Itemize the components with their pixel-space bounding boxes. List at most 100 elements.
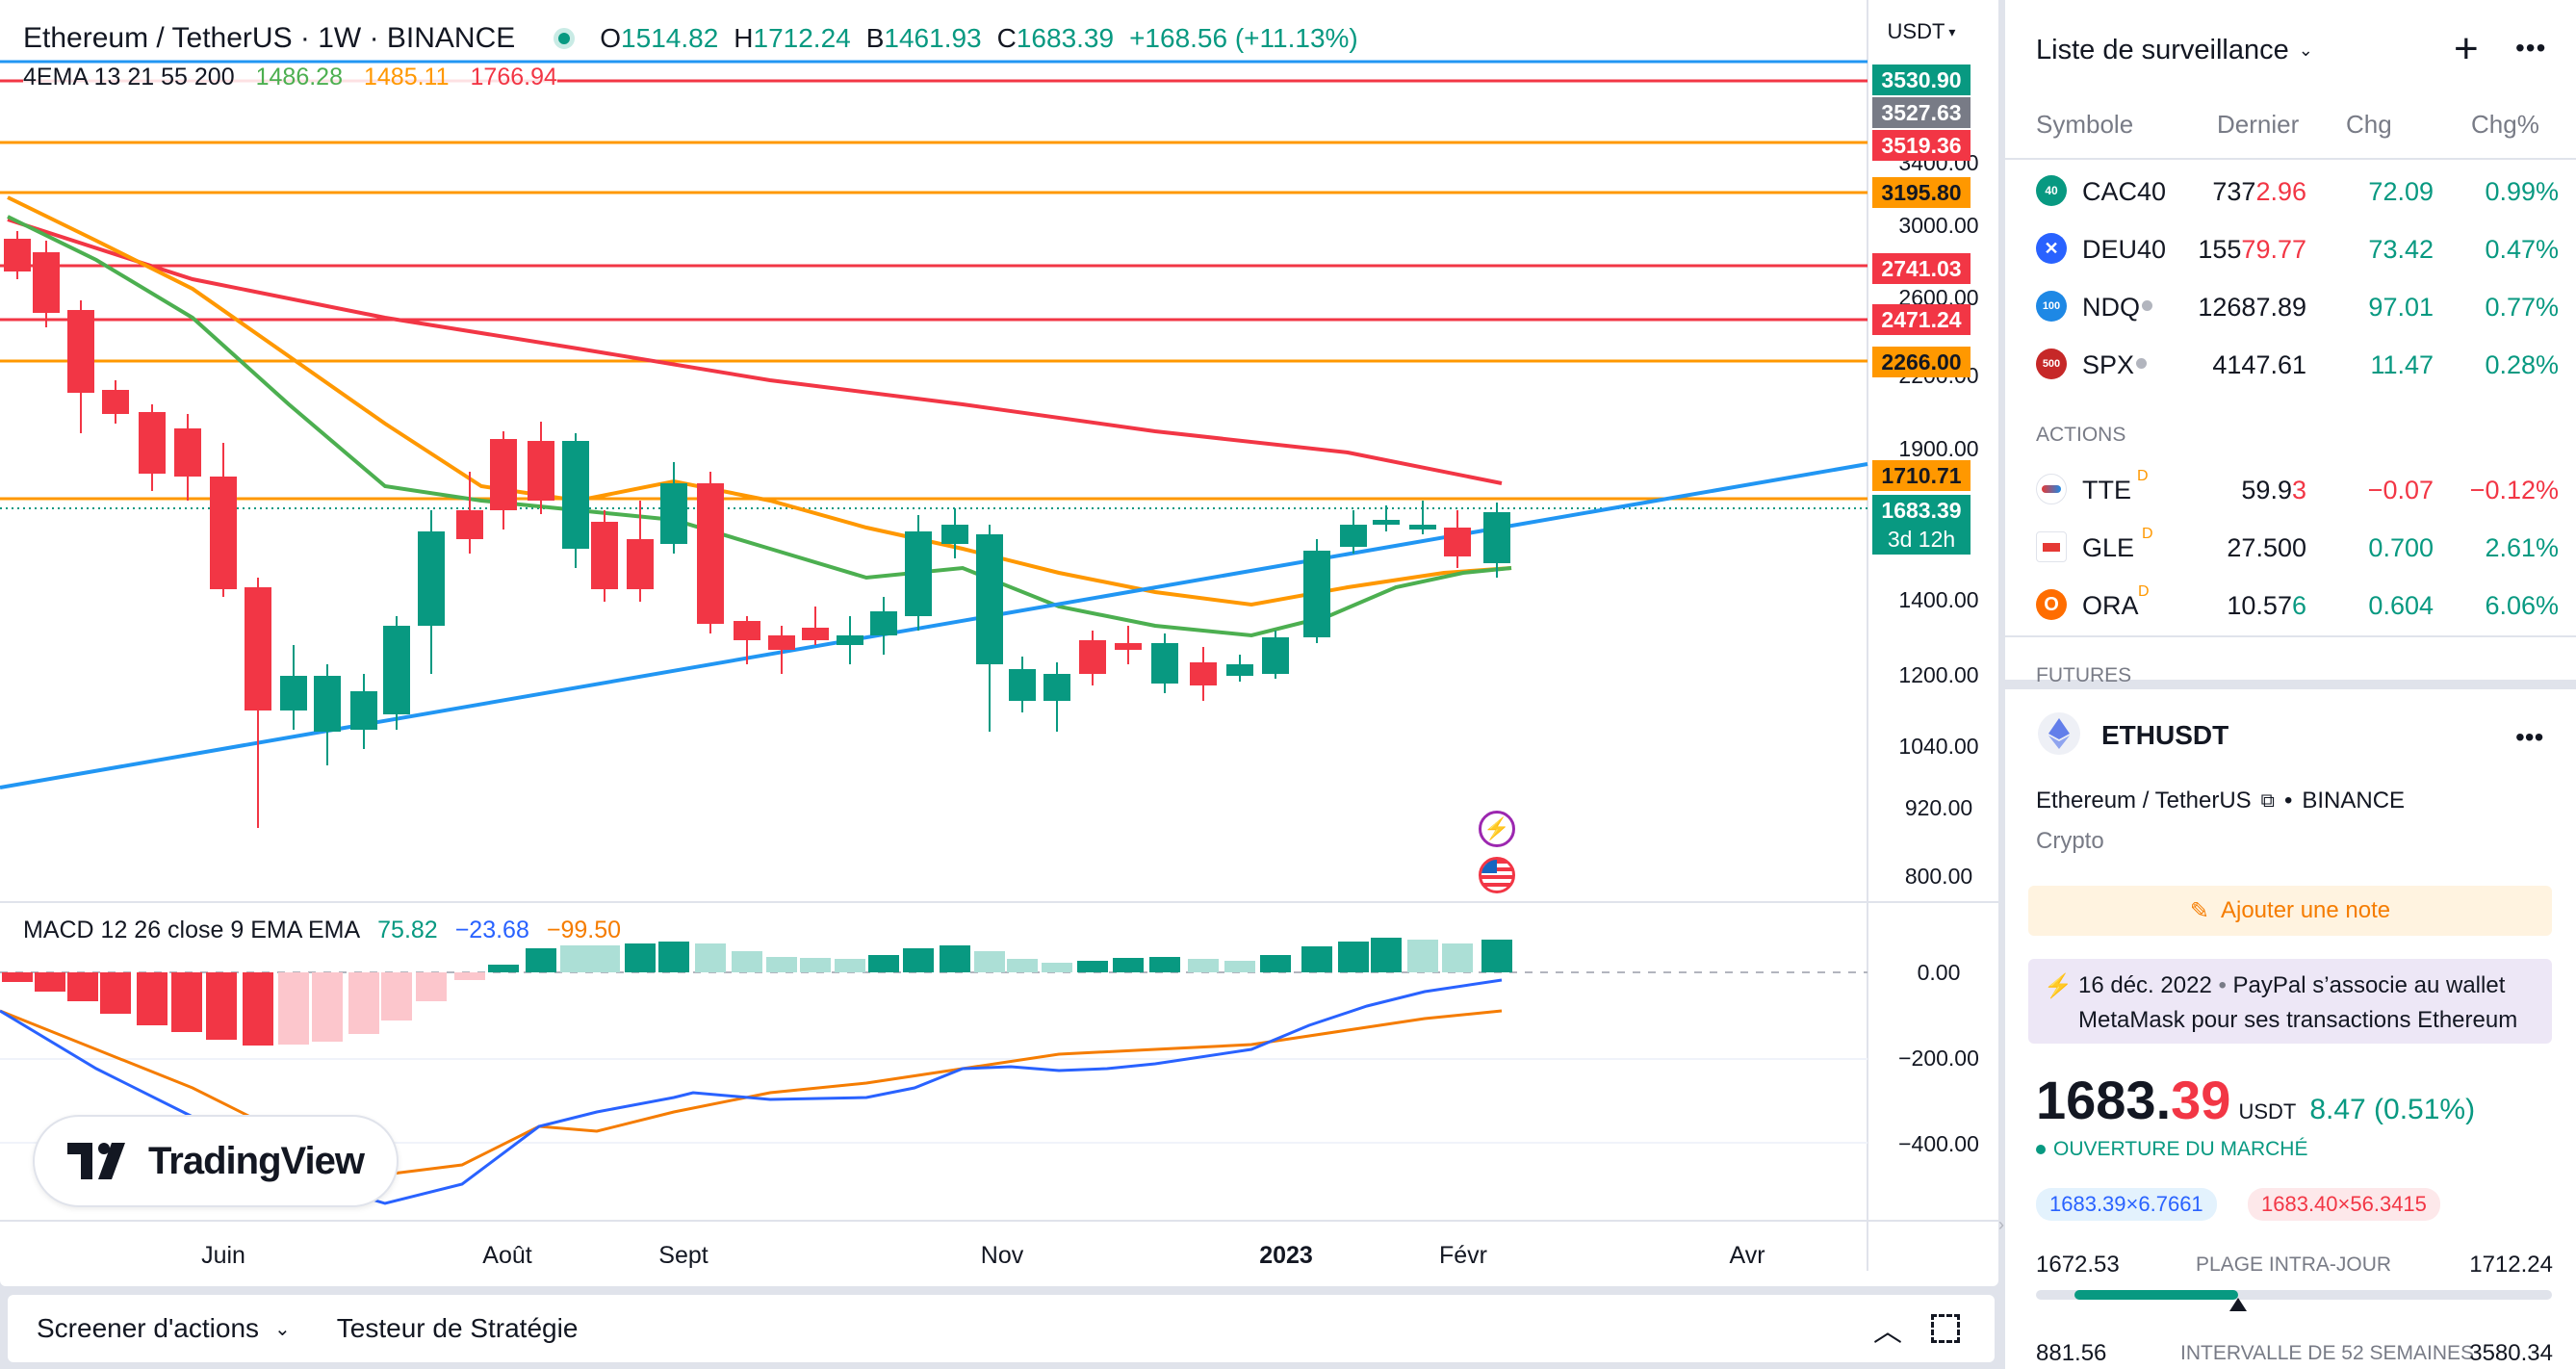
candle-body <box>1444 528 1471 556</box>
candle-body <box>905 531 932 616</box>
candle-body <box>210 477 237 589</box>
time-axis-label: Juin <box>201 1242 245 1269</box>
column-header-symbol[interactable]: Symbole <box>2036 110 2134 139</box>
symbol-name: GLE <box>2082 533 2135 562</box>
price-tag: 3195.80 <box>1872 177 1971 208</box>
ema-legend-value-1: 1486.28 <box>255 64 343 90</box>
last-price: 10.576 <box>2227 591 2306 620</box>
tab-strategy-tester[interactable]: Testeur de Stratégie <box>336 1313 579 1343</box>
currency-label: USDT <box>1887 19 1945 43</box>
symbol-name: DEU40 <box>2082 235 2167 264</box>
time-axis-label: Nov <box>980 1242 1024 1269</box>
macd-histogram-bar <box>381 972 412 1020</box>
candle-body <box>660 483 687 544</box>
macd-legend-name: MACD 12 26 close 9 EMA EMA <box>23 917 361 943</box>
change-percent: 0.47% <box>2485 235 2559 264</box>
section-header-futures[interactable]: FUTURES <box>2036 664 2132 686</box>
candle-body <box>697 483 724 624</box>
more-options-icon[interactable]: ••• <box>2515 722 2544 752</box>
candle-body <box>280 676 307 710</box>
candle-body <box>870 611 897 635</box>
macd-legend[interactable]: MACD 12 26 close 9 EMA EMA 75.82 −23.68 … <box>23 917 621 944</box>
list-item[interactable]: O ORA D 10.576 0.604 6.06% <box>2005 576 2576 633</box>
market-status: OUVERTURE DU MARCHÉ <box>2036 1138 2307 1161</box>
section-divider <box>2005 635 2576 637</box>
candle-body <box>837 635 863 645</box>
list-item[interactable]: 500 SPX 4147.61 11.47 0.28% <box>2005 335 2576 393</box>
edit-icon: ✎ <box>2189 897 2209 924</box>
candle-body <box>1043 674 1070 701</box>
macd-histogram-bar <box>868 955 899 972</box>
details-description: Ethereum / TetherUS ⧉ • BINANCE <box>2036 788 2406 814</box>
header-divider <box>2005 158 2576 160</box>
price-currency: USDT <box>2238 1099 2297 1124</box>
candle-body <box>1079 640 1106 674</box>
column-header-last[interactable]: Dernier <box>2217 110 2300 139</box>
macd-histogram-bar <box>348 972 379 1034</box>
add-note-button[interactable]: ✎ Ajouter une note <box>2028 886 2552 936</box>
chart-canvas[interactable] <box>0 0 1998 1286</box>
add-symbol-icon[interactable]: + <box>2454 25 2479 72</box>
tab-stock-screener[interactable]: Screener d'actions ⌄ <box>37 1313 291 1343</box>
currency-selector[interactable]: USDT ▾ <box>1872 15 1971 48</box>
last-price: 4147.61 <box>2212 350 2306 379</box>
bottom-panel-bar: Screener d'actions ⌄ Testeur de Stratégi… <box>8 1295 1995 1362</box>
ema-legend[interactable]: 4EMA 13 21 55 200 1486.28 1485.11 1766.9… <box>23 64 557 91</box>
us-flag-event-icon[interactable] <box>1479 857 1515 893</box>
market-open-dot <box>2036 1145 2046 1154</box>
column-header-chgp[interactable]: Chg% <box>2471 110 2539 139</box>
change-value: 11.47 <box>2370 350 2434 379</box>
sidebar-resize-handle[interactable]: › <box>1998 1215 2004 1234</box>
ndq-icon: 100 <box>2036 291 2067 322</box>
macd-histogram-bar <box>903 948 934 972</box>
macd-histogram-bar <box>589 945 620 972</box>
section-header-actions[interactable]: ACTIONS <box>2036 424 2126 446</box>
macd-histogram-bar <box>416 972 447 1001</box>
tradingview-logo[interactable]: TradingView <box>33 1115 399 1207</box>
change-value: 0.700 <box>2368 533 2434 562</box>
macd-histogram-bar <box>1007 959 1038 972</box>
countdown-tag: 3d 12h <box>1872 524 1971 555</box>
list-item[interactable]: TTE D 59.93 −0.07 −0.12% <box>2005 460 2576 518</box>
ohlc-close: 1683.39 <box>1016 23 1115 53</box>
news-card[interactable]: ⚡ 16 déc. 2022 • PayPal s’associe au wal… <box>2028 959 2552 1044</box>
collapse-panel-icon[interactable]: ︿ <box>1873 1316 1902 1348</box>
chart-pane[interactable]: Ethereum / TetherUS · 1W · BINANCE O 1514… <box>0 0 1998 1286</box>
details-name[interactable]: Ethereum / TetherUS <box>2036 788 2252 814</box>
more-options-icon[interactable]: ••• <box>2515 33 2547 63</box>
macd-histogram-bar <box>695 943 726 972</box>
candle-body <box>768 635 795 650</box>
symbol-name: NDQ <box>2082 293 2140 322</box>
orange-logo-icon: O <box>2036 589 2067 620</box>
price-tag: 1710.71 <box>1872 460 1971 491</box>
last-price: 7372.96 <box>2212 177 2306 206</box>
time-axis-label: 2023 <box>1259 1242 1313 1269</box>
macd-histogram-bar <box>454 972 485 980</box>
external-link-icon[interactable]: ⧉ <box>2260 789 2275 812</box>
macd-histogram-bar <box>2 972 33 982</box>
watchlist-title[interactable]: Liste de surveillance ⌄ <box>2036 35 2313 65</box>
list-item[interactable]: 40 CAC40 7372.96 72.09 0.99% <box>2005 162 2576 220</box>
symbol-details-panel: ETHUSDT ••• Ethereum / TetherUS ⧉ • BINA… <box>2005 689 2576 1369</box>
macd-legend-value-1: 75.82 <box>377 917 438 943</box>
societe-generale-logo-icon <box>2036 531 2067 562</box>
ohlc-high: 1712.24 <box>753 23 851 53</box>
change-value: 97.01 <box>2368 293 2434 322</box>
last-price: 59.93 <box>2241 476 2306 504</box>
lightning-event-icon[interactable]: ⚡ <box>1479 811 1515 847</box>
price-tag: 3530.90 <box>1872 65 1971 95</box>
list-item[interactable]: ✕ DEU40 15579.77 73.42 0.47% <box>2005 220 2576 277</box>
delayed-badge: D <box>2142 526 2153 542</box>
list-item[interactable]: GLE D 27.500 0.700 2.61% <box>2005 518 2576 576</box>
candle-body <box>1303 551 1330 637</box>
day-range-fill <box>2074 1290 2239 1300</box>
details-symbol[interactable]: ETHUSDT <box>2101 720 2229 750</box>
list-item[interactable]: 100 NDQ 12687.89 97.01 0.77% <box>2005 277 2576 335</box>
change-percent: 2.61% <box>2485 533 2559 562</box>
maximize-panel-icon[interactable] <box>1931 1314 1960 1343</box>
column-header-chg[interactable]: Chg <box>2346 110 2392 139</box>
change-percent: 0.77% <box>2485 293 2559 322</box>
candle-body <box>627 539 654 589</box>
symbol-title[interactable]: Ethereum / TetherUS · 1W · BINANCE <box>23 22 516 54</box>
candle-body <box>350 691 377 730</box>
